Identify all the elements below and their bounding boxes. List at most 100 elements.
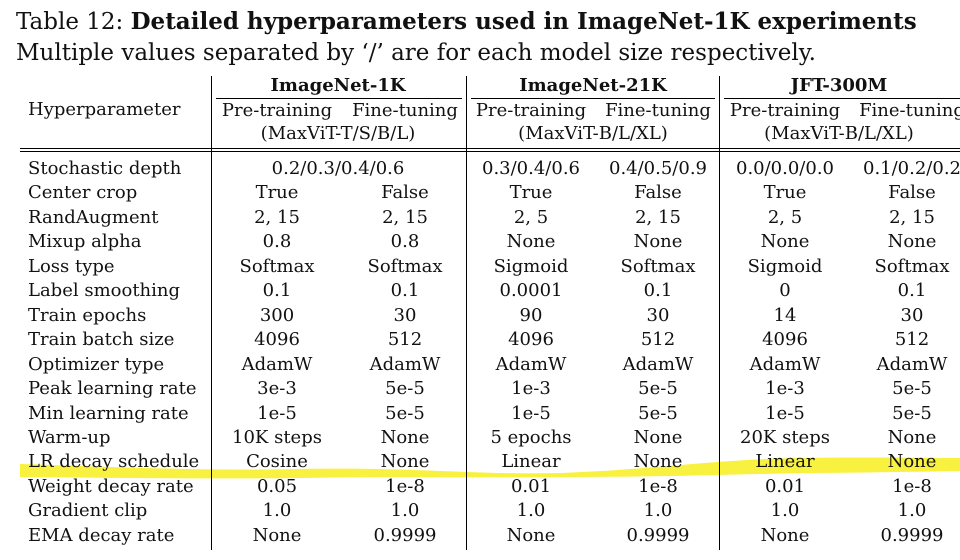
table-cell: 1.0 — [262, 500, 292, 521]
table-cell: 1e-3 — [511, 378, 551, 399]
header-rule — [20, 151, 960, 152]
row-label: Warm-up — [28, 427, 111, 448]
table-cell: Sigmoid — [747, 256, 823, 277]
table-cell: 0.3/0.4/0.6 — [481, 158, 581, 179]
table-cell: 1e-5 — [257, 403, 297, 424]
table-cell: 0.1 — [390, 280, 420, 301]
table-cell: 512 — [894, 329, 930, 350]
table-cell: Softmax — [239, 256, 315, 277]
table-cell: 2, 15 — [635, 207, 681, 228]
table-cell: 0.1 — [643, 280, 673, 301]
subheader-pretraining: Pre-training — [475, 100, 587, 121]
table-cell: True — [763, 182, 807, 203]
header-rule — [20, 148, 960, 149]
table-cell: 300 — [259, 305, 295, 326]
table-cell: AdamW — [495, 354, 567, 375]
table-cell: None — [887, 427, 937, 448]
table-cell: Linear — [501, 451, 561, 472]
hyperparameter-header: Hyperparameter — [28, 99, 181, 120]
table-cell: None — [633, 451, 683, 472]
table-cell: 2, 5 — [513, 207, 549, 228]
row-label: Mixup alpha — [28, 231, 142, 252]
row-label: Center crop — [28, 182, 138, 203]
table-cell: 2, 5 — [767, 207, 803, 228]
subheader-pretraining: Pre-training — [221, 100, 333, 121]
table-cell: False — [888, 182, 936, 203]
table-cell: None — [887, 231, 937, 252]
table-cell: Linear — [755, 451, 815, 472]
table-cell: 0.2/0.3/0.4/0.6 — [271, 158, 405, 179]
group-header-imagenet-1k: ImageNet-1K — [270, 75, 406, 96]
table-cell: 5e-5 — [385, 378, 425, 399]
row-label: Loss type — [28, 256, 115, 277]
table-cell: 0.9999 — [880, 525, 944, 546]
table-cell: 1e-3 — [765, 378, 805, 399]
table-cell: 0.05 — [256, 476, 298, 497]
row-label: Train epochs — [28, 305, 147, 326]
caption-subtitle: Multiple values separated by ‘/’ are for… — [16, 40, 816, 66]
subheader-pretraining: Pre-training — [729, 100, 841, 121]
column-divider — [211, 76, 212, 550]
row-label: Peak learning rate — [28, 378, 197, 399]
row-label: EMA decay rate — [28, 525, 175, 546]
table-cell: AdamW — [876, 354, 948, 375]
table-cell: None — [760, 525, 810, 546]
table-cell: 5e-5 — [638, 378, 678, 399]
table-cell: None — [887, 451, 937, 472]
caption-title: Detailed hyperparameters used in ImageNe… — [130, 8, 917, 35]
group-rule — [216, 98, 462, 99]
table-cell: 1.0 — [643, 500, 673, 521]
table-cell: Softmax — [874, 256, 950, 277]
model-list-jft-300m: (MaxViT-B/L/XL) — [764, 123, 914, 144]
table-cell: 2, 15 — [382, 207, 428, 228]
table-cell: 5e-5 — [892, 403, 932, 424]
table-cell: None — [380, 451, 430, 472]
table-cell: 1.0 — [897, 500, 927, 521]
table-cell: 30 — [393, 305, 417, 326]
table-cell: AdamW — [622, 354, 694, 375]
table-cell: 4096 — [762, 329, 808, 350]
table-cell: Softmax — [620, 256, 696, 277]
table-cell: Softmax — [367, 256, 443, 277]
column-divider — [719, 76, 720, 550]
highlighter-stroke — [20, 457, 960, 479]
row-label: Optimizer type — [28, 354, 165, 375]
table-cell: 2, 15 — [254, 207, 300, 228]
table-cell: None — [252, 525, 302, 546]
table-cell: 5e-5 — [892, 378, 932, 399]
table-cell: 1.0 — [390, 500, 420, 521]
table-cell: 3e-3 — [257, 378, 297, 399]
group-header-imagenet-21k: ImageNet-21K — [519, 75, 667, 96]
table-cell: Sigmoid — [493, 256, 569, 277]
table-cell: 14 — [773, 305, 797, 326]
table-cell: 0.9999 — [373, 525, 437, 546]
table-cell: 512 — [640, 329, 676, 350]
table-cell: False — [381, 182, 429, 203]
table-cell: 0.1 — [262, 280, 292, 301]
highlighter-mark — [20, 457, 960, 479]
table-cell: 0.1 — [897, 280, 927, 301]
table-cell: 5e-5 — [638, 403, 678, 424]
table-cell: 0 — [779, 280, 791, 301]
table-cell: 0.01 — [510, 476, 552, 497]
table-cell: None — [633, 427, 683, 448]
row-label: Weight decay rate — [28, 476, 194, 497]
table-cell: 1.0 — [516, 500, 546, 521]
table-cell: 512 — [387, 329, 423, 350]
table-cell: 5 epochs — [490, 427, 572, 448]
row-label: Min learning rate — [28, 403, 189, 424]
row-label: Train batch size — [28, 329, 175, 350]
table-cell: 1e-8 — [892, 476, 932, 497]
table-cell: 0.4/0.5/0.9 — [608, 158, 708, 179]
table-cell: 0.9999 — [626, 525, 690, 546]
table-cell: 1e-5 — [511, 403, 551, 424]
table-cell: False — [634, 182, 682, 203]
table-cell: None — [633, 231, 683, 252]
table-cell: 0.01 — [764, 476, 806, 497]
row-label: Label smoothing — [28, 280, 181, 301]
subheader-finetuning: Fine-tuning — [352, 100, 458, 121]
table-cell: 90 — [519, 305, 543, 326]
table-cell: 4096 — [254, 329, 300, 350]
table-cell: 30 — [900, 305, 924, 326]
table-cell: AdamW — [369, 354, 441, 375]
